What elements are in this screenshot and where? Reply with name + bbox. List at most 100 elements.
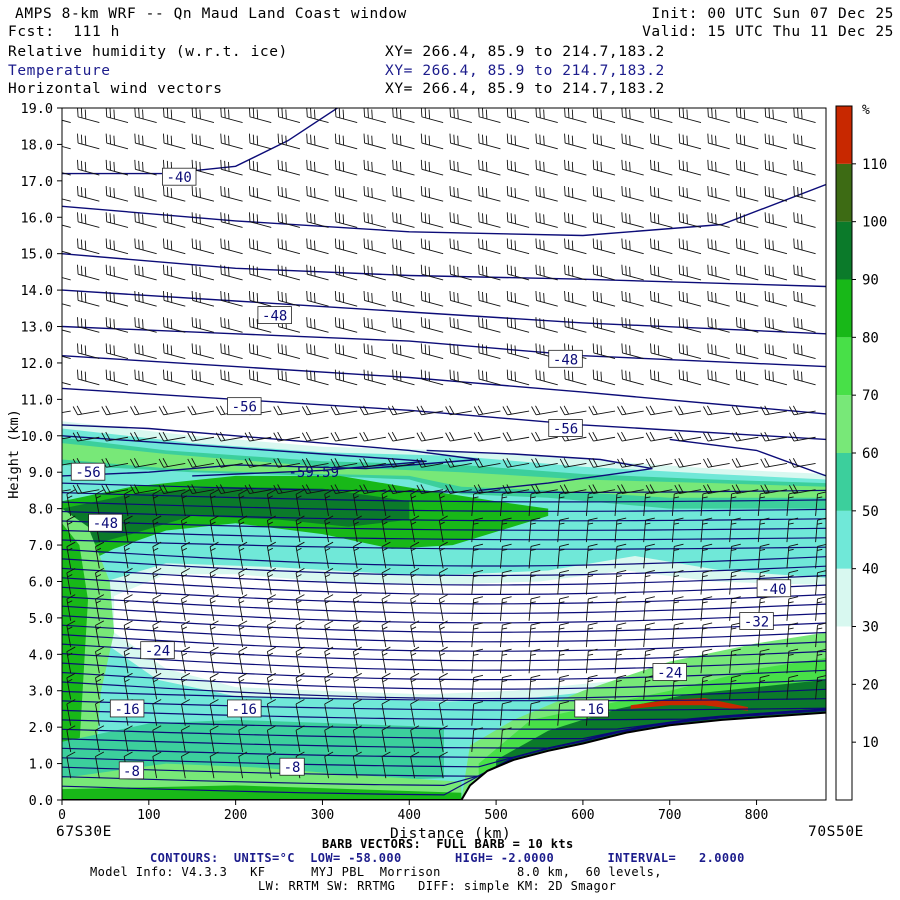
- wind-barb: [438, 568, 448, 595]
- wind-barb: [757, 543, 770, 569]
- wind-barb: [678, 108, 702, 124]
- wind-barb: [152, 594, 162, 621]
- wind-barb: [123, 489, 133, 516]
- wind-barb: [449, 212, 472, 228]
- x-tick-label: 100: [137, 808, 160, 823]
- wind-barb: [471, 570, 484, 595]
- colorbar-tick-label: 60: [862, 446, 879, 462]
- wind-barb: [499, 727, 512, 752]
- wind-barb: [438, 725, 448, 753]
- wind-barb: [449, 317, 472, 333]
- wind-barb: [387, 458, 415, 468]
- wind-barb: [650, 108, 673, 124]
- wind-barb: [381, 646, 391, 674]
- wind-barb: [707, 343, 730, 360]
- contour-label: -40: [756, 579, 792, 598]
- wind-barb: [123, 594, 133, 621]
- wind-barb: [295, 541, 305, 569]
- wind-barb: [729, 543, 741, 569]
- wind-barb: [266, 515, 276, 543]
- wind-barb: [181, 541, 191, 569]
- y-tick-label: 5.0: [29, 611, 53, 627]
- temperature-contour: [62, 108, 339, 175]
- wind-barb: [209, 620, 219, 648]
- terrain-line: [62, 711, 826, 800]
- y-tick-label: 4.0: [29, 647, 53, 663]
- wind-barb: [392, 108, 415, 124]
- wind-barb: [621, 369, 644, 386]
- wind-barb: [592, 290, 616, 307]
- colorbar-tick-label: 50: [862, 504, 879, 520]
- wind-barb: [77, 108, 100, 124]
- wind-barb: [273, 405, 300, 416]
- colorbar: 10 20 30 40 50 60 70 80 90 100 110%: [835, 103, 887, 801]
- wind-barb: [163, 108, 186, 124]
- wind-barb: [535, 238, 558, 255]
- wind-barb: [789, 484, 816, 494]
- wind-barb: [306, 290, 329, 307]
- wind-barb: [77, 290, 100, 307]
- wind-barb: [105, 212, 129, 228]
- wind-barb: [707, 108, 730, 124]
- temperature-contour: [62, 577, 826, 595]
- wind-barb: [152, 672, 162, 700]
- wind-barb: [266, 568, 276, 595]
- wind-barb: [163, 133, 186, 150]
- wind-barb: [277, 264, 300, 281]
- contour-label-text: -16: [232, 702, 257, 718]
- contour-label-text: -40: [167, 170, 192, 186]
- wind-barb: [381, 725, 391, 753]
- contour-label: -16: [574, 699, 609, 718]
- wind-barb: [95, 672, 105, 700]
- wind-barb: [123, 725, 133, 753]
- wind-barb: [105, 343, 129, 360]
- wind-barb: [535, 186, 558, 202]
- wind-barb: [134, 238, 157, 255]
- wind-barb: [420, 159, 444, 176]
- wind-barb: [220, 159, 243, 176]
- wind-barb: [381, 594, 391, 621]
- colorbar-tick-label: 20: [862, 677, 879, 693]
- wind-barb: [506, 108, 530, 124]
- wind-barb: [707, 290, 730, 307]
- wind-barb: [445, 405, 472, 416]
- colorbar-swatch: [836, 163, 852, 222]
- wind-barb: [363, 159, 386, 176]
- wind-barb: [363, 238, 386, 255]
- field-name-temperature: Temperature: [8, 63, 111, 79]
- wind-barb: [473, 405, 501, 416]
- wind-barb: [306, 317, 329, 333]
- wind-barb: [674, 484, 702, 494]
- wind-barb: [703, 458, 730, 468]
- wind-barb: [134, 369, 157, 386]
- wind-barb: [564, 290, 587, 307]
- wind-barb: [736, 212, 759, 228]
- temperature-contour: [62, 596, 826, 615]
- wind-barb: [130, 484, 157, 494]
- colorbar-swatch: [836, 742, 852, 800]
- wind-barb: [209, 672, 219, 700]
- wind-barb: [181, 751, 191, 779]
- wind-barb: [381, 515, 391, 543]
- wind-barb: [62, 329, 71, 333]
- wind-barb: [614, 570, 627, 595]
- wind-barb: [95, 725, 105, 753]
- wind-barb: [410, 646, 420, 674]
- wind-barb: [764, 108, 788, 124]
- wind-barb: [248, 343, 272, 360]
- wind-barb: [248, 264, 272, 281]
- terrain-fill: [62, 712, 826, 800]
- left-coordinate: 67S30E: [56, 824, 112, 840]
- wind-barb: [478, 133, 501, 150]
- wind-barb: [334, 212, 358, 228]
- wind-barb: [815, 570, 826, 595]
- wind-barb: [62, 355, 71, 360]
- wind-barb: [557, 517, 569, 543]
- wind-barb: [62, 172, 71, 176]
- wind-barb: [506, 159, 530, 176]
- wind-barb: [191, 238, 215, 255]
- wind-barb: [438, 672, 448, 700]
- wind-barb: [786, 622, 799, 648]
- wind-barb: [793, 290, 816, 307]
- wind-barb: [410, 725, 420, 753]
